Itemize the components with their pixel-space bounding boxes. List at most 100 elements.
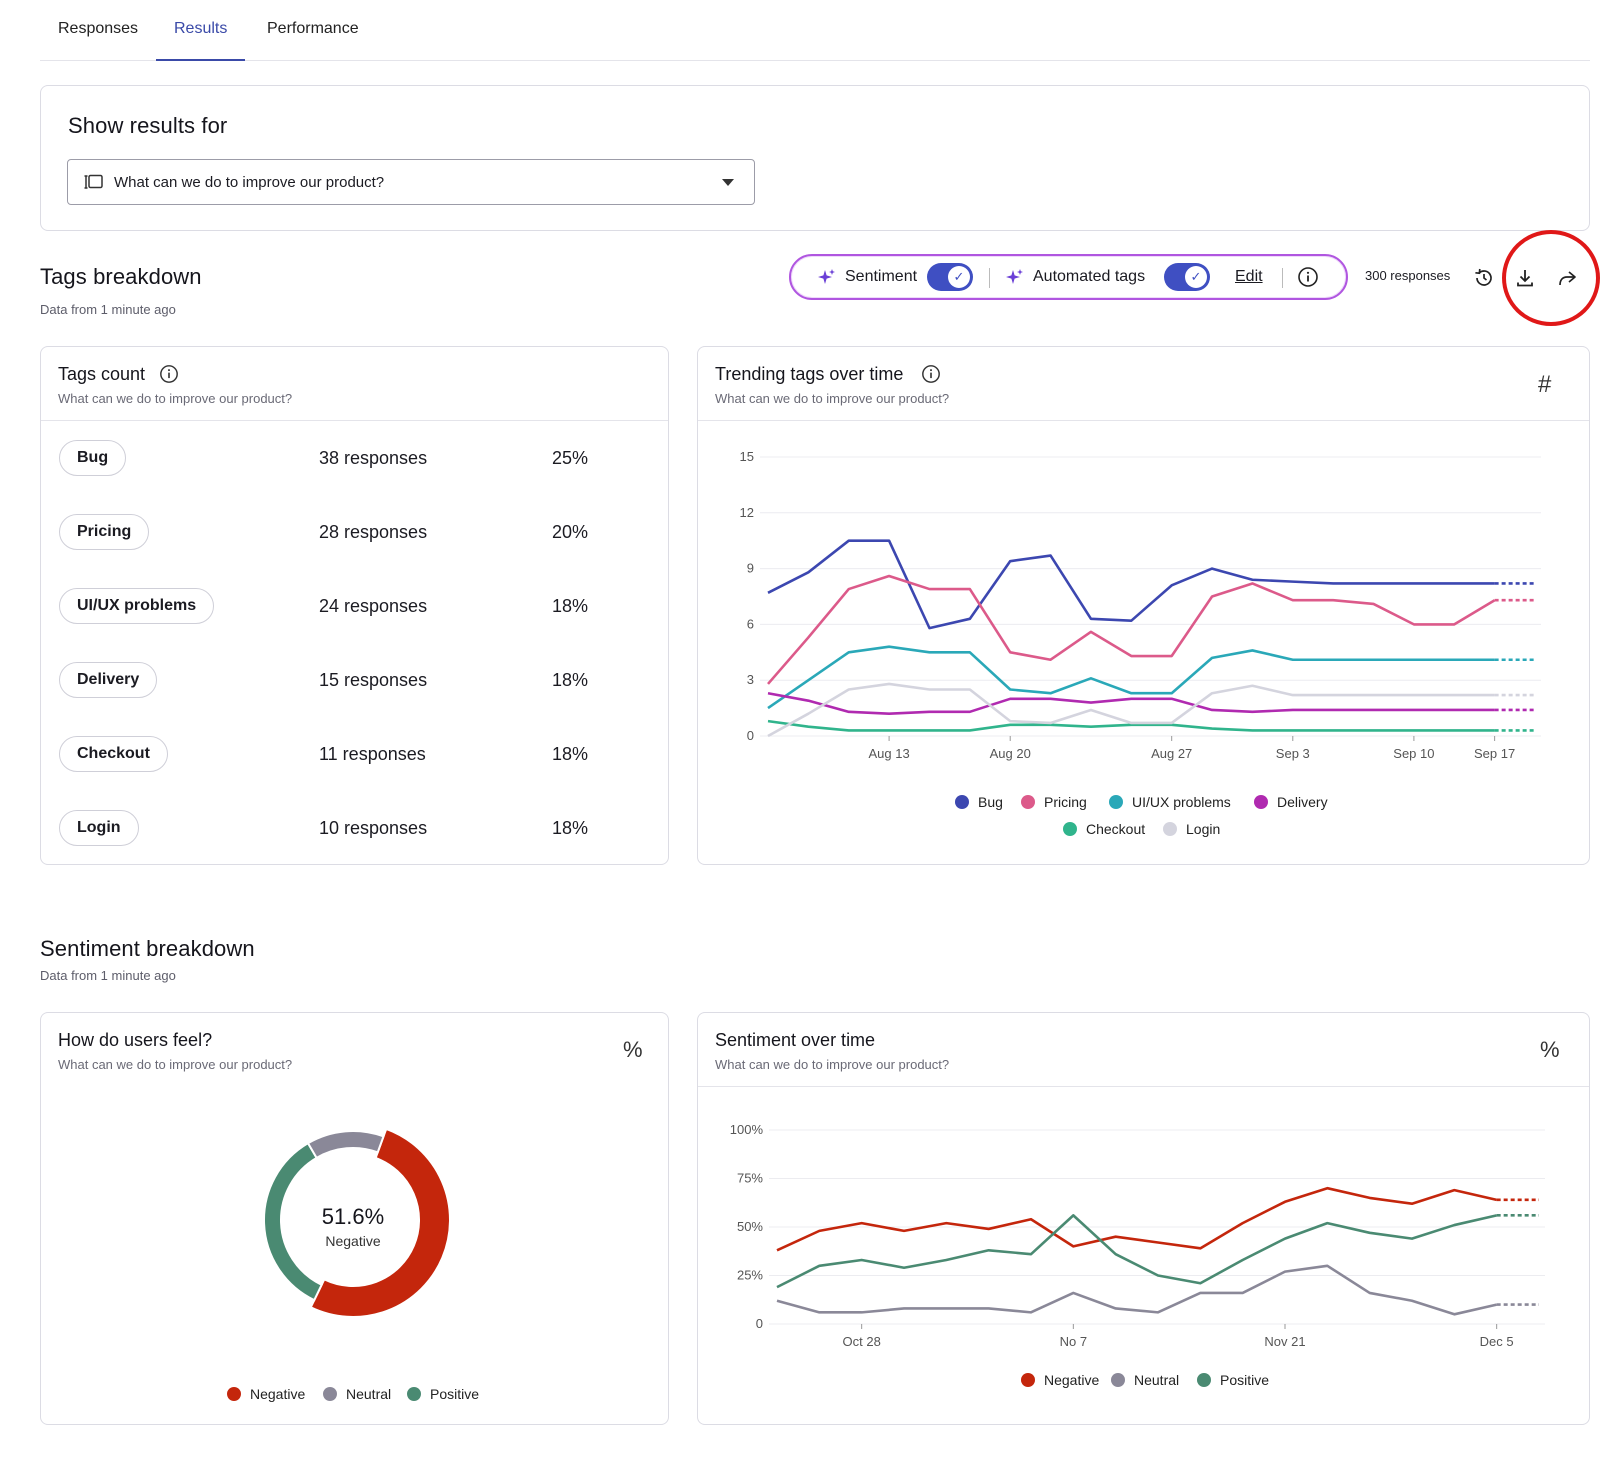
donut-slice-positive <box>262 1141 323 1302</box>
tag-responses: 28 responses <box>319 522 428 542</box>
x-tick-label: Sep 3 <box>1276 746 1310 761</box>
legend-label: Checkout <box>1086 821 1145 837</box>
legend-label: Negative <box>250 1386 305 1402</box>
tags-count-subtitle: What can we do to improve our product? <box>58 391 293 406</box>
legend-label: Delivery <box>1277 794 1328 810</box>
tags-breakdown-title: Tags breakdown <box>40 264 202 289</box>
y-tick-label: 12 <box>740 505 754 520</box>
legend-label: Bug <box>978 794 1003 810</box>
legend-label: UI/UX problems <box>1132 794 1231 810</box>
tag-percent: 18% <box>552 744 589 764</box>
tag-percent: 25% <box>552 448 589 468</box>
edit-tags-link[interactable]: Edit <box>1235 268 1263 285</box>
legend-marker <box>1254 795 1268 809</box>
divider <box>41 420 668 421</box>
legend-label: Neutral <box>1134 1372 1179 1388</box>
info-icon[interactable] <box>1297 266 1319 293</box>
responses-count: 300 responses <box>1365 268 1451 283</box>
tag-pill[interactable]: Pricing <box>59 514 150 550</box>
legend-marker <box>1021 795 1035 809</box>
count-mode-icon[interactable]: # <box>1538 371 1552 398</box>
sentiment-time-title: Sentiment over time <box>715 1030 876 1050</box>
legend-label: Login <box>1186 821 1220 837</box>
y-tick-label: 100% <box>730 1122 764 1137</box>
divider <box>698 420 1589 421</box>
x-tick-label: Oct 28 <box>843 1334 881 1349</box>
donut-slice-negative <box>309 1127 451 1318</box>
check-icon: ✓ <box>948 266 970 288</box>
ai-controls-bar: Sentiment ✓ Automated tags ✓ Edit <box>789 254 1348 300</box>
sentiment-breakdown-title: Sentiment breakdown <box>40 936 255 961</box>
y-tick-label: 75% <box>737 1171 763 1186</box>
show-results-card: Show results for What can we do to impro… <box>40 85 1590 231</box>
y-tick-label: 3 <box>747 672 754 687</box>
percent-mode-icon[interactable]: % <box>1540 1037 1560 1062</box>
legend-marker <box>1109 795 1123 809</box>
series-line-checkout <box>767 719 1495 732</box>
show-results-title: Show results for <box>68 113 228 138</box>
check-icon: ✓ <box>1185 266 1207 288</box>
series-line-login <box>767 682 1495 738</box>
legend-marker <box>323 1387 337 1401</box>
results-tabs: Responses Results Performance <box>40 0 1590 61</box>
legend-marker <box>1197 1373 1211 1387</box>
tag-percent: 18% <box>552 596 589 616</box>
percent-mode-icon[interactable]: % <box>623 1037 643 1062</box>
tags-count-title: Tags count <box>58 364 146 384</box>
tags-count-card: Tags count What can we do to improve our… <box>40 346 669 865</box>
x-tick-label: Aug 27 <box>1151 746 1192 761</box>
divider <box>989 268 990 288</box>
tag-percent: 18% <box>552 670 589 690</box>
legend-marker <box>407 1387 421 1401</box>
series-line-delivery <box>767 691 1495 715</box>
legend-marker <box>1021 1373 1035 1387</box>
sparkle-icon <box>817 268 837 293</box>
tab-responses[interactable]: Responses <box>58 20 139 37</box>
series-line-negative <box>776 1186 1497 1252</box>
sentiment-time-subtitle: What can we do to improve our product? <box>715 1057 950 1072</box>
legend-marker <box>1111 1373 1125 1387</box>
question-select[interactable]: What can we do to improve our product? <box>67 159 755 205</box>
info-icon[interactable] <box>921 364 941 389</box>
sparkle-icon <box>1005 268 1025 293</box>
x-tick-label: Dec 5 <box>1480 1334 1514 1349</box>
y-tick-label: 0 <box>756 1316 763 1331</box>
how-feel-title: How do users feel? <box>58 1030 213 1050</box>
automated-tags-toggle[interactable]: ✓ <box>1164 263 1210 291</box>
sentiment-toggle[interactable]: ✓ <box>927 263 973 291</box>
tag-pill[interactable]: Login <box>59 810 139 846</box>
tab-performance[interactable]: Performance <box>267 20 359 37</box>
legend-label: Positive <box>430 1386 479 1402</box>
divider <box>1282 268 1283 288</box>
tag-responses: 11 responses <box>319 744 426 764</box>
how-feel-subtitle: What can we do to improve our product? <box>58 1057 293 1072</box>
chevron-down-icon <box>722 179 734 186</box>
share-icon[interactable] <box>1553 264 1581 292</box>
y-tick-label: 15 <box>740 449 754 464</box>
download-icon[interactable] <box>1511 264 1539 292</box>
legend-label: Neutral <box>346 1386 391 1402</box>
tag-pill[interactable]: Checkout <box>59 736 168 772</box>
x-tick-label: Sep 17 <box>1474 746 1515 761</box>
tag-pill[interactable]: Delivery <box>59 662 158 698</box>
series-line-positive <box>776 1214 1497 1289</box>
x-tick-label: Nov 21 <box>1264 1334 1305 1349</box>
sentiment-donut-chart: 51.6% Negative Negative Neutral Positive <box>227 1127 479 1402</box>
history-icon[interactable] <box>1470 264 1498 292</box>
question-icon <box>84 173 104 191</box>
x-tick-label: Aug 13 <box>869 746 910 761</box>
tag-responses: 38 responses <box>319 448 428 468</box>
series-line-pricing <box>767 574 1496 685</box>
tag-responses: 24 responses <box>319 596 428 616</box>
legend-label: Pricing <box>1044 794 1087 810</box>
info-icon[interactable] <box>159 364 179 389</box>
trending-tags-card: Trending tags over time What can we do t… <box>697 346 1590 865</box>
y-tick-label: 25% <box>737 1268 763 1283</box>
y-tick-label: 0 <box>747 728 754 743</box>
sentiment-over-time-card: Sentiment over time What can we do to im… <box>697 1012 1590 1425</box>
tab-results[interactable]: Results <box>155 20 246 61</box>
legend-marker <box>1063 822 1077 836</box>
legend-marker <box>1163 822 1177 836</box>
tag-pill[interactable]: Bug <box>59 440 127 476</box>
tag-pill[interactable]: UI/UX problems <box>59 588 215 624</box>
